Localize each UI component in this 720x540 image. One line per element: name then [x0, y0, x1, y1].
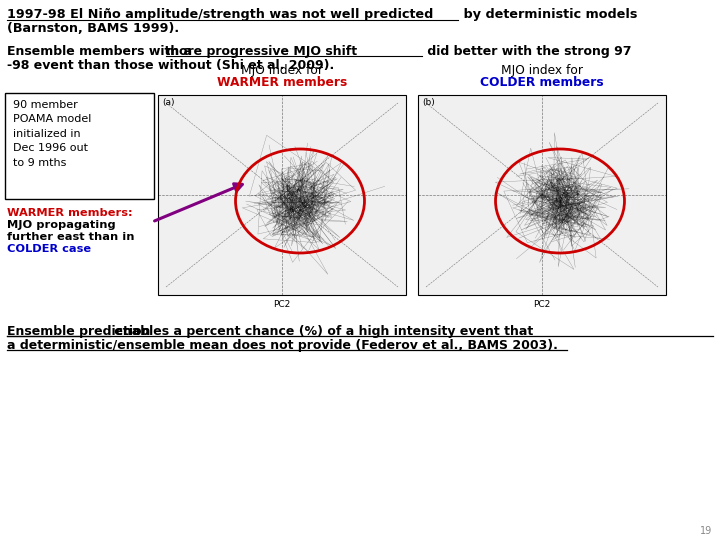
- Bar: [158, 95, 406, 295]
- Text: 90 member
POAMA model
initialized in
Dec 1996 out
to 9 mths: 90 member POAMA model initialized in Dec…: [13, 100, 91, 167]
- Text: by deterministic models: by deterministic models: [459, 8, 637, 21]
- Text: more progressive MJO shift: more progressive MJO shift: [166, 45, 357, 58]
- Text: MJO index for: MJO index for: [501, 64, 583, 77]
- Text: further east than in: further east than in: [7, 232, 135, 242]
- Text: -98 event than those without (Shi et al. 2009).: -98 event than those without (Shi et al.…: [7, 59, 334, 72]
- Text: MJO index for: MJO index for: [241, 64, 323, 77]
- Text: 19: 19: [700, 526, 712, 536]
- Text: MJO propagating: MJO propagating: [7, 220, 116, 230]
- Text: PC2: PC2: [534, 300, 551, 309]
- Text: COLDER case: COLDER case: [7, 244, 91, 254]
- Text: 1997-98 El Niño amplitude/strength was not well predicted: 1997-98 El Niño amplitude/strength was n…: [7, 8, 433, 21]
- Text: enables a percent chance (%) of a high intensity event that: enables a percent chance (%) of a high i…: [110, 325, 534, 338]
- Text: Ensemble prediction: Ensemble prediction: [7, 325, 150, 338]
- Text: COLDER members: COLDER members: [480, 76, 604, 89]
- Text: (a): (a): [162, 98, 174, 107]
- Text: WARMER members:: WARMER members:: [7, 208, 132, 218]
- Bar: [418, 95, 666, 295]
- Text: a deterministic/ensemble mean does not provide (Federov et al., BAMS 2003).: a deterministic/ensemble mean does not p…: [7, 339, 558, 352]
- Text: (b): (b): [422, 98, 435, 107]
- Text: Ensemble members with a: Ensemble members with a: [7, 45, 197, 58]
- Text: WARMER members: WARMER members: [217, 76, 347, 89]
- FancyBboxPatch shape: [5, 93, 154, 199]
- Text: did better with the strong 97: did better with the strong 97: [423, 45, 631, 58]
- Text: PC2: PC2: [274, 300, 291, 309]
- Text: (Barnston, BAMS 1999).: (Barnston, BAMS 1999).: [7, 22, 179, 35]
